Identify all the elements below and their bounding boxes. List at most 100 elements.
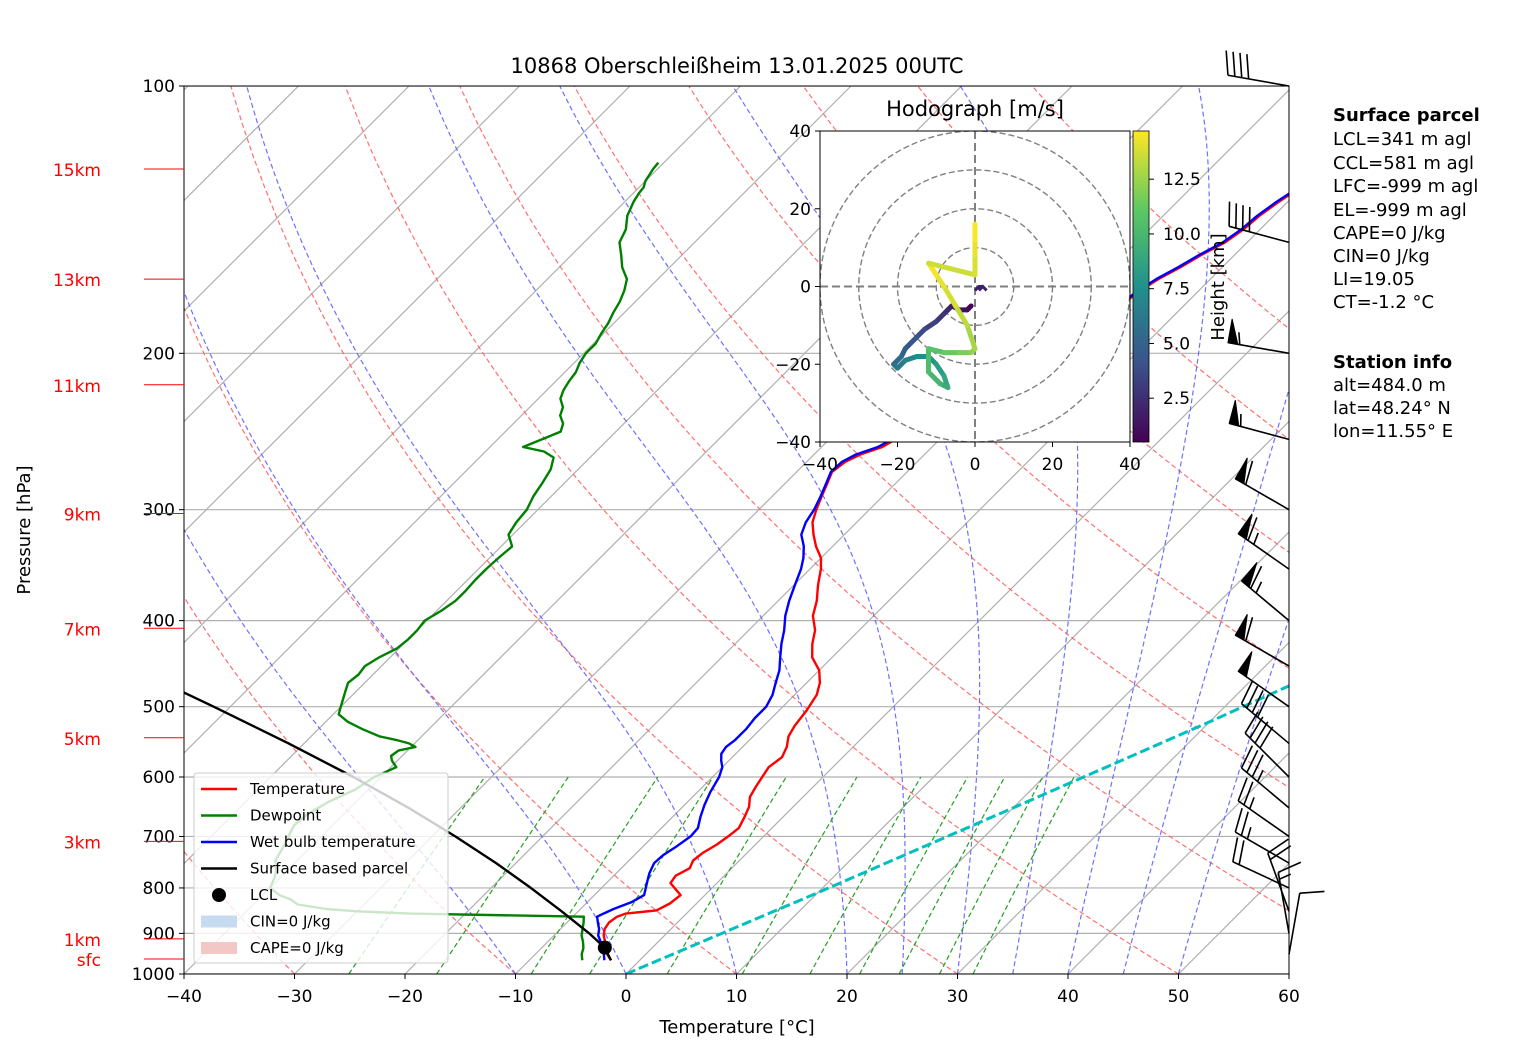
barb-full [1256, 694, 1270, 718]
y-tick-label: 300 [143, 501, 175, 521]
hodo-x-tick-label: 0 [970, 455, 981, 475]
barb-full [1259, 726, 1274, 749]
dry-adiabat [459, 86, 1289, 912]
y-tick-label: 500 [143, 698, 175, 718]
legend-label: Dewpoint [250, 807, 321, 825]
height-tick-label: 7km [64, 620, 101, 640]
x-tick-label: 60 [1278, 987, 1300, 1007]
barb-full [1247, 517, 1258, 541]
station-alt: alt=484.0 m [1333, 375, 1446, 396]
barb-half [1246, 826, 1252, 840]
x-axis-ticks: −40 −30 −20 −10 0 10 20 30 40 50 60 [166, 974, 1300, 1007]
hodo-y-tick-label: 40 [789, 122, 811, 142]
dry-adiabat [184, 306, 737, 974]
height-tick-label: 15km [53, 161, 101, 181]
colorbar-tick-label: 12.5 [1163, 170, 1201, 190]
mixing-ratio-line [938, 776, 1044, 974]
parcel-info-heading: Surface parcel [1333, 105, 1480, 126]
parcel-el: EL=-999 m agl [1333, 200, 1467, 221]
wind-barb [1288, 890, 1325, 955]
wind-barb [1244, 711, 1290, 778]
mixing-ratio-line [530, 776, 659, 974]
barb-staff [1237, 800, 1290, 838]
wind-barb [1228, 201, 1290, 244]
hodograph-trace [891, 221, 988, 391]
moist-adiabat [246, 86, 738, 974]
barb-flag [1234, 614, 1248, 641]
hodo-y-tick-label: −40 [775, 433, 811, 453]
y-tick-label: 200 [143, 344, 175, 364]
wind-barb [1228, 400, 1290, 441]
barb-staff [1288, 893, 1301, 955]
barb-staff [1227, 74, 1290, 87]
barb-full [1277, 861, 1302, 874]
parcel-ct: CT=-1.2 °C [1333, 292, 1434, 313]
wind-barb [1277, 861, 1302, 934]
wind-barb [1240, 745, 1290, 809]
y-tick-label: 400 [143, 612, 175, 632]
barb-flag [1228, 400, 1240, 427]
isotherm [736, 420, 1289, 974]
hodo-y-tick-label: 0 [800, 278, 811, 298]
barb-half [1238, 332, 1241, 345]
barb-full [1246, 685, 1259, 709]
y-tick-label: 1000 [132, 965, 175, 985]
wind-barb [1234, 457, 1290, 511]
barb-half [1279, 873, 1292, 880]
barb-full [1240, 680, 1254, 704]
hodograph-segment [953, 303, 970, 328]
barb-full [1243, 781, 1254, 806]
barb-flag [1234, 457, 1248, 485]
wind-barb [1234, 614, 1290, 667]
barb-full [1244, 617, 1254, 642]
x-axis-label: Temperature [°C] [658, 1017, 814, 1038]
parcel-ccl: CCL=581 m agl [1333, 153, 1474, 174]
barb-full [1240, 745, 1254, 769]
hodograph-inset: −40 −20 0 20 40 −40 −20 0 20 40 Hodograph [m/s] 2… [775, 97, 1229, 475]
x-tick-label: 50 [1168, 987, 1190, 1007]
isotherm [184, 86, 410, 312]
barb-flag [1237, 513, 1253, 541]
height-colorbar [1132, 130, 1150, 443]
legend-label: Surface based parcel [250, 860, 408, 878]
hodo-y-tick-label: −20 [775, 355, 811, 375]
wind-barb [1237, 513, 1290, 570]
height-tick-label: 13km [53, 271, 101, 291]
isotherm [184, 86, 741, 644]
barb-full [1238, 840, 1245, 865]
barb-full [1244, 460, 1254, 485]
isotherm [625, 310, 1289, 974]
legend-patch [201, 915, 237, 928]
x-tick-label: 40 [1057, 987, 1079, 1007]
barb-flag [1237, 651, 1253, 678]
wind-barb [1267, 838, 1292, 912]
isotherm [846, 531, 1289, 974]
legend-marker [212, 888, 226, 902]
legend: Temperature Dewpoint Wet bulb temperature S… [193, 772, 449, 964]
y-tick-label: 700 [143, 827, 175, 847]
hodograph-lowlevel-trace [973, 284, 988, 292]
barb-flag [1240, 562, 1258, 589]
wind-barbs [1225, 50, 1325, 955]
dry-adiabat [230, 86, 958, 974]
mixing-ratio-line [809, 776, 922, 974]
chart-title: 10868 Oberschleißheim 13.01.2025 00UTC [511, 54, 964, 78]
barb-full [1225, 50, 1229, 76]
hodo-x-tick-label: 20 [1042, 455, 1064, 475]
barb-full [1237, 777, 1248, 802]
info-panel: Surface parcel LCL=341 m agl CCL=581 m a… [1333, 105, 1480, 442]
mixing-ratio-line [898, 776, 1006, 974]
barb-staff [1267, 852, 1290, 912]
colorbar-ticks: 2.5 5.0 7.5 10.0 12.5 [1149, 170, 1201, 409]
x-tick-label: 10 [726, 987, 748, 1007]
colorbar-tick-label: 10.0 [1163, 225, 1201, 245]
barb-full [1299, 890, 1325, 894]
barb-staff [1240, 702, 1290, 745]
barb-half [1253, 532, 1259, 545]
mixing-ratio-line [436, 776, 569, 974]
hodograph-ticks: −40 −20 0 20 40 −40 −20 0 20 40 [775, 122, 1141, 475]
barb-full [1240, 811, 1249, 836]
barb-full [1249, 716, 1264, 739]
